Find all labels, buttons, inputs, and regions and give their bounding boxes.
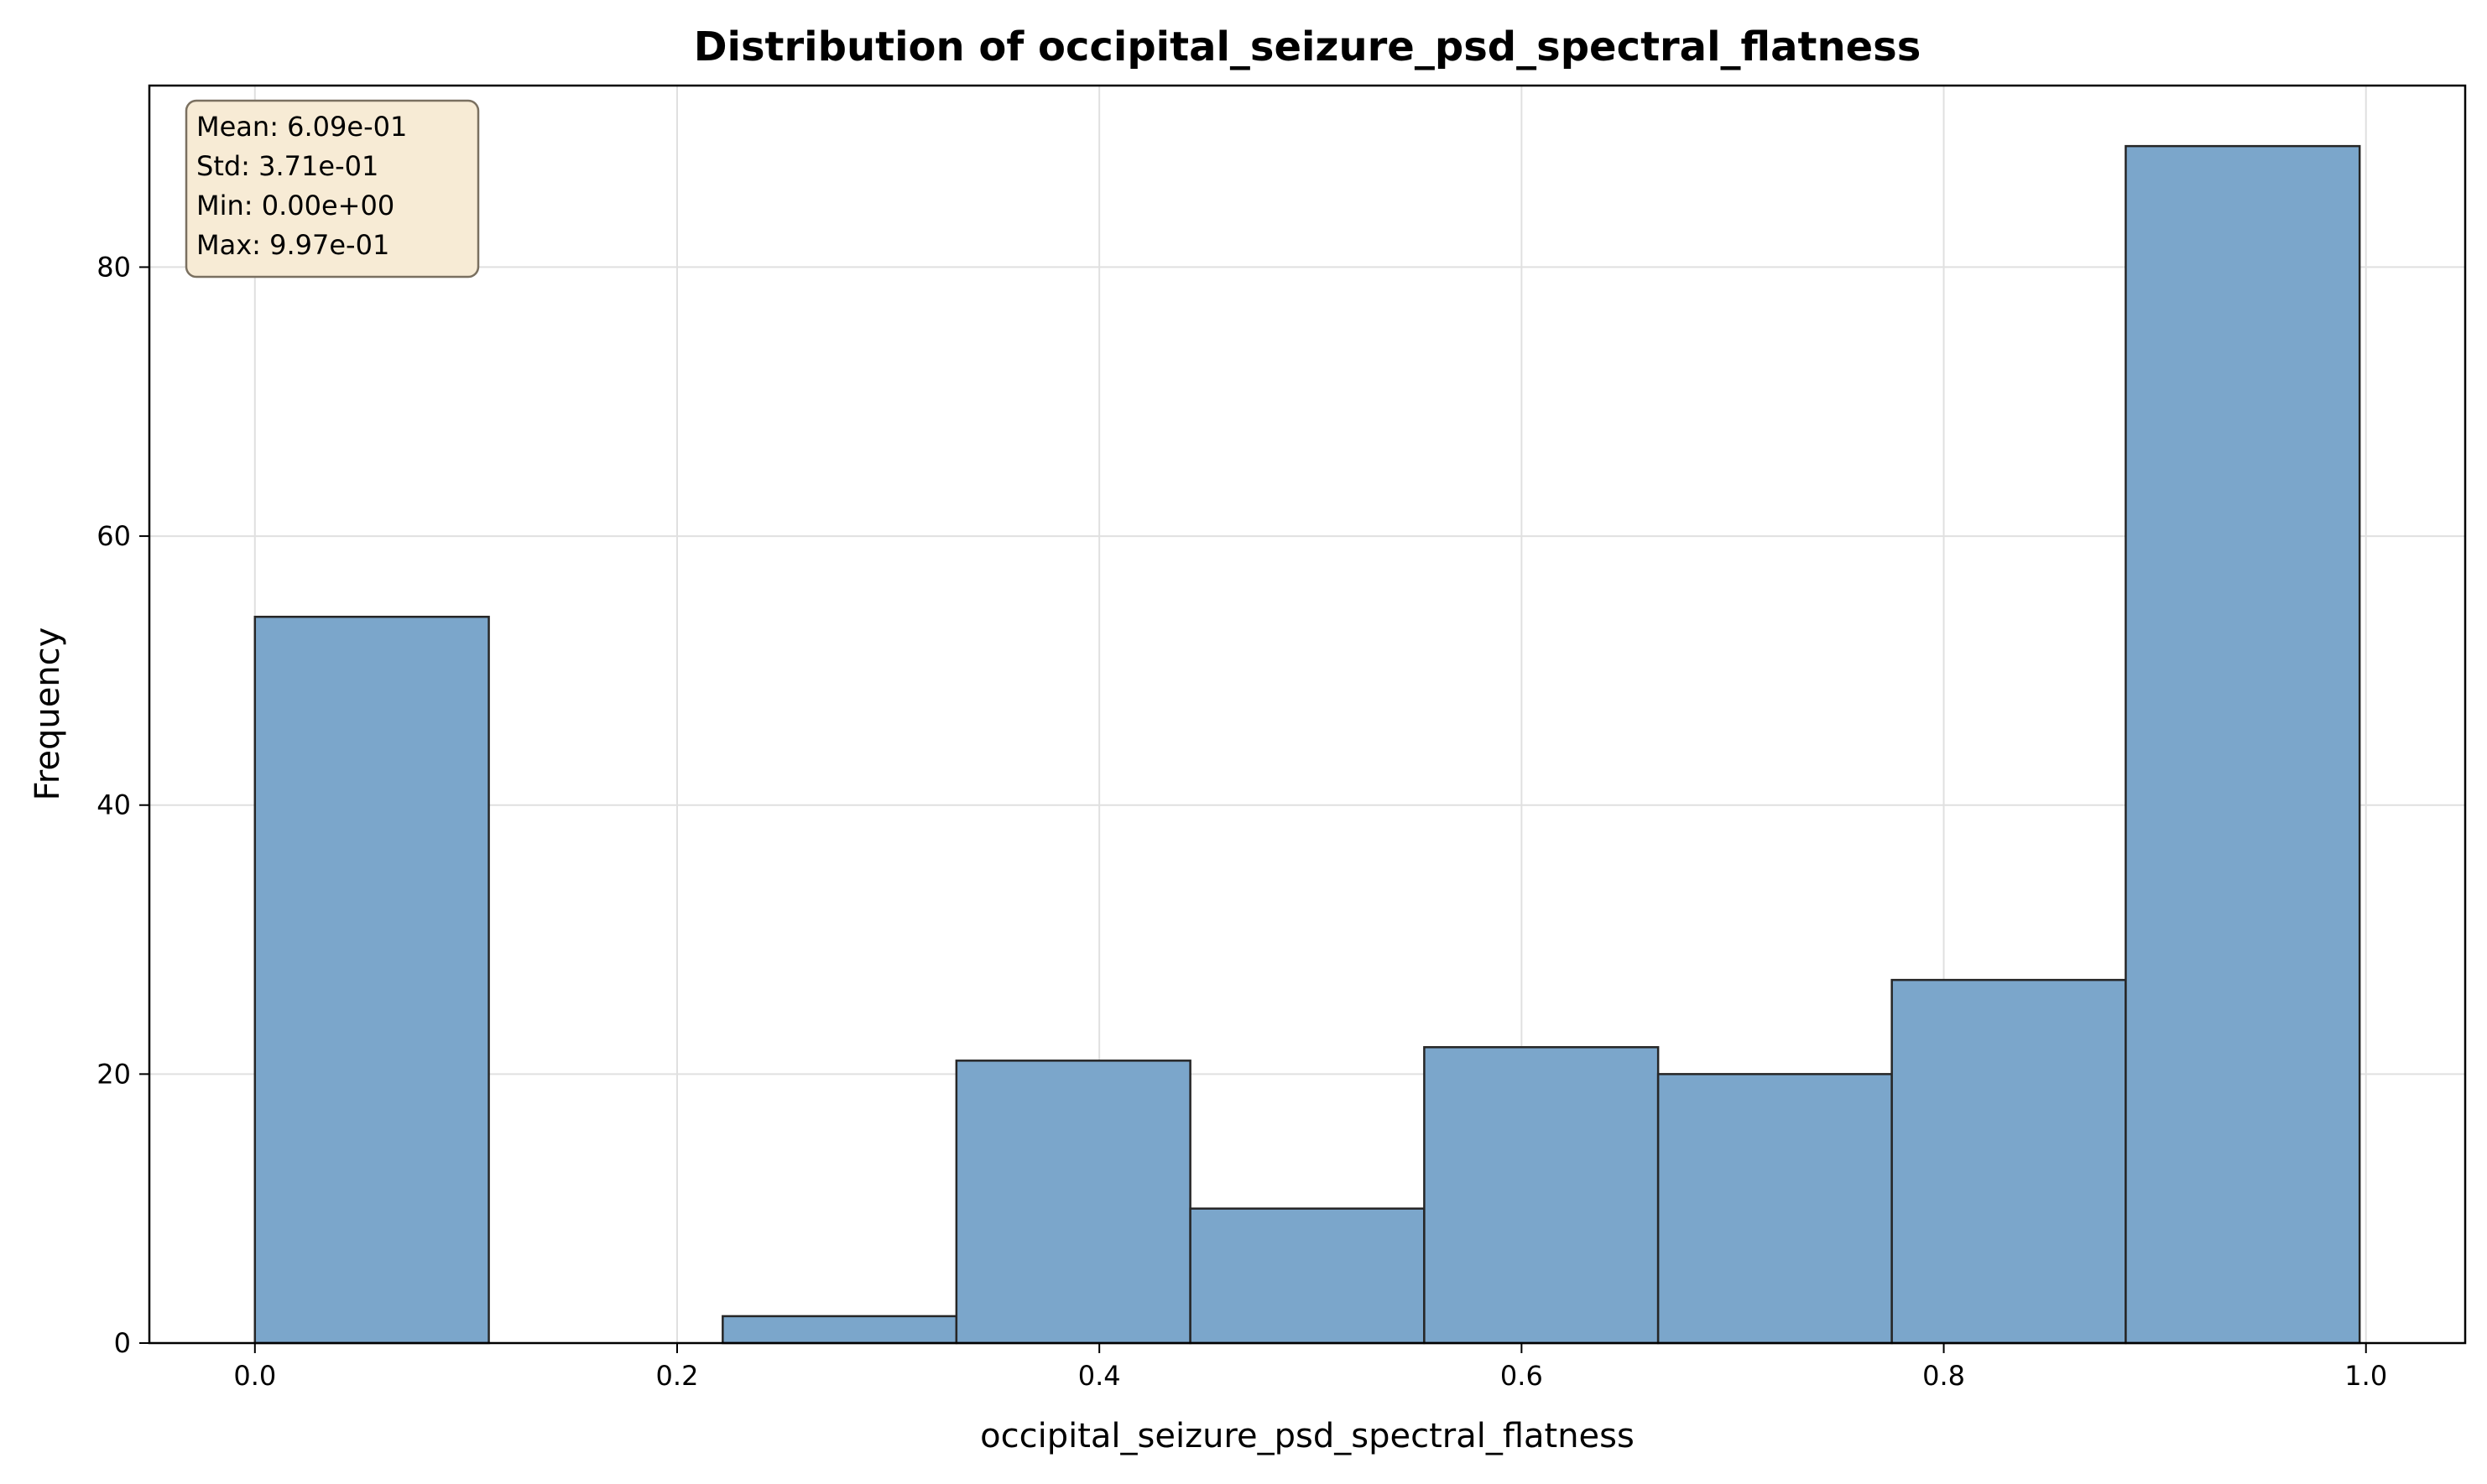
stats-box-background <box>185 99 480 279</box>
histogram-bar <box>253 616 490 1345</box>
histogram-bar <box>1656 1073 1893 1345</box>
y-axis-label: Frequency <box>29 627 67 801</box>
y-tick-label: 20 <box>96 1058 131 1090</box>
stats-max: Max: 9.97e-01 <box>196 229 389 261</box>
stats-box: Mean: 6.09e-01 Std: 3.71e-01 Min: 0.00e+… <box>185 99 480 279</box>
ticks-layer: 0.0 0.2 0.4 0.6 0.8 1.0 0 20 40 60 80 <box>96 251 2387 1392</box>
x-tick-label: 1.0 <box>2344 1360 2387 1392</box>
x-tick-label: 0.8 <box>1922 1360 1965 1392</box>
stats-std: Std: 3.71e-01 <box>196 150 378 182</box>
y-tick-label: 60 <box>96 520 131 552</box>
histogram-bar <box>722 1315 958 1345</box>
stats-mean: Mean: 6.09e-01 <box>196 111 407 143</box>
x-tick-label: 0.2 <box>656 1360 699 1392</box>
histogram-bar <box>2125 144 2361 1345</box>
x-axis-label: occipital_seizure_psd_spectral_flatness <box>980 1417 1635 1455</box>
x-tick-label: 0.0 <box>233 1360 276 1392</box>
chart-title: Distribution of occipital_seizure_psd_sp… <box>694 23 1921 70</box>
stats-min: Min: 0.00e+00 <box>196 190 394 221</box>
y-tick-label: 40 <box>96 789 131 821</box>
histogram-bar <box>1423 1046 1660 1345</box>
plot-frame <box>148 84 2467 1345</box>
histogram-bar <box>955 1060 1191 1345</box>
bars-layer <box>253 144 2361 1345</box>
x-tick-label: 0.4 <box>1078 1360 1121 1392</box>
histogram-bar <box>1189 1207 1426 1345</box>
histogram-bar <box>1890 978 2127 1345</box>
x-tick-label: 0.6 <box>1500 1360 1543 1392</box>
y-tick-label: 0 <box>114 1327 131 1359</box>
y-tick-label: 80 <box>96 251 131 283</box>
